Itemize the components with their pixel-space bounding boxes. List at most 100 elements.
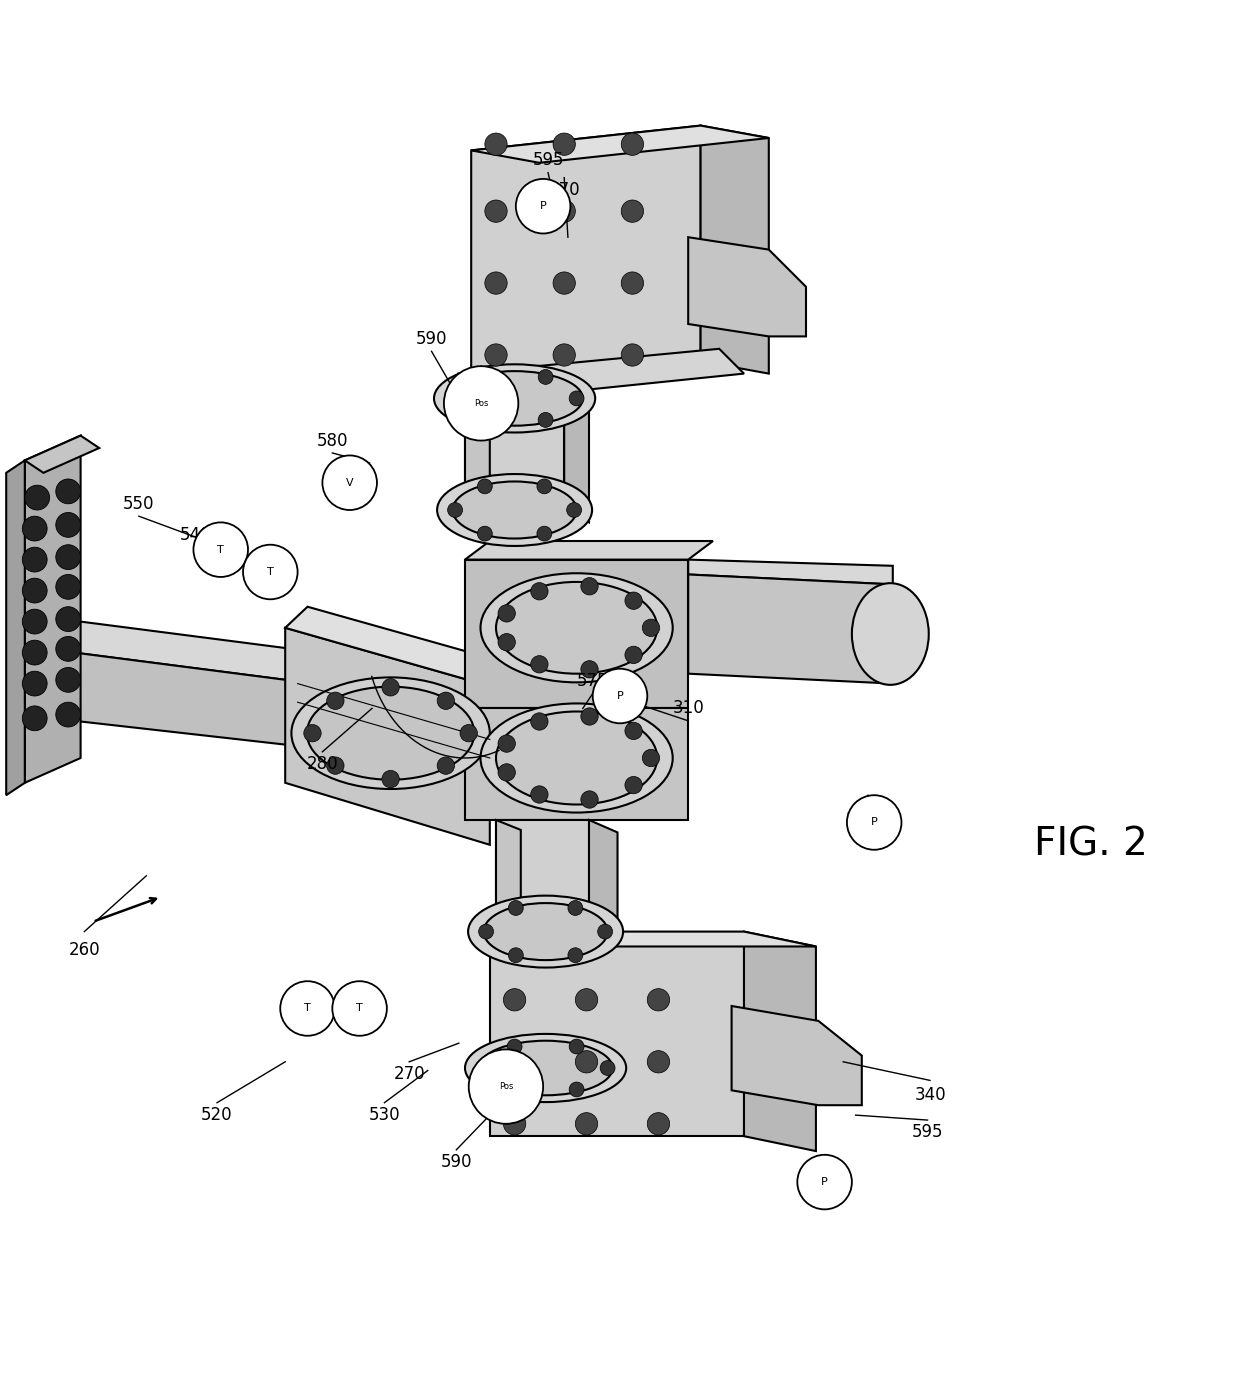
Circle shape — [553, 200, 575, 223]
Circle shape — [580, 661, 598, 678]
Circle shape — [382, 679, 399, 696]
Ellipse shape — [308, 686, 474, 780]
Circle shape — [56, 636, 81, 661]
Polygon shape — [465, 398, 564, 509]
Circle shape — [448, 503, 463, 518]
Circle shape — [507, 1082, 522, 1097]
Circle shape — [498, 764, 516, 781]
Polygon shape — [496, 820, 589, 931]
Circle shape — [476, 369, 491, 384]
Circle shape — [22, 578, 47, 603]
Polygon shape — [496, 820, 521, 941]
Polygon shape — [298, 653, 508, 724]
Polygon shape — [6, 461, 25, 795]
Circle shape — [569, 1038, 584, 1054]
Text: 530: 530 — [368, 1107, 401, 1125]
Circle shape — [537, 479, 552, 494]
Text: 340: 340 — [914, 1086, 946, 1104]
Circle shape — [569, 391, 584, 406]
Circle shape — [647, 1112, 670, 1134]
Circle shape — [537, 526, 552, 541]
Ellipse shape — [467, 895, 624, 967]
Ellipse shape — [291, 678, 490, 789]
Text: 560: 560 — [846, 812, 878, 830]
Circle shape — [322, 455, 377, 509]
Circle shape — [575, 1112, 598, 1134]
Text: 540: 540 — [180, 526, 212, 544]
Polygon shape — [688, 560, 893, 585]
Polygon shape — [25, 436, 81, 782]
Text: 575: 575 — [577, 672, 609, 690]
Circle shape — [498, 604, 516, 622]
Circle shape — [621, 200, 644, 223]
Polygon shape — [465, 398, 490, 521]
Circle shape — [503, 988, 526, 1011]
Text: P: P — [870, 817, 878, 827]
Polygon shape — [589, 820, 618, 944]
Circle shape — [22, 706, 47, 731]
Circle shape — [580, 578, 598, 594]
Circle shape — [243, 544, 298, 600]
Circle shape — [304, 724, 321, 742]
Ellipse shape — [453, 482, 577, 539]
Text: P: P — [616, 690, 624, 702]
Polygon shape — [471, 125, 769, 163]
Circle shape — [445, 391, 460, 406]
Polygon shape — [465, 560, 688, 709]
Circle shape — [326, 757, 343, 774]
Circle shape — [56, 702, 81, 727]
Circle shape — [538, 412, 553, 427]
Circle shape — [56, 575, 81, 600]
Polygon shape — [74, 653, 459, 764]
Polygon shape — [732, 1006, 862, 1105]
Circle shape — [642, 619, 660, 636]
Circle shape — [498, 633, 516, 651]
Circle shape — [22, 640, 47, 665]
Circle shape — [56, 668, 81, 692]
Circle shape — [469, 1050, 543, 1123]
Circle shape — [568, 901, 583, 916]
Polygon shape — [459, 373, 477, 423]
Ellipse shape — [465, 1034, 626, 1102]
Polygon shape — [490, 931, 816, 947]
Text: 260: 260 — [68, 941, 100, 959]
Polygon shape — [688, 237, 806, 337]
Polygon shape — [465, 541, 713, 560]
Text: 310: 310 — [672, 699, 704, 717]
Polygon shape — [688, 575, 893, 683]
Circle shape — [580, 791, 598, 809]
Circle shape — [476, 1061, 491, 1076]
Polygon shape — [285, 628, 490, 845]
Polygon shape — [564, 398, 589, 522]
Circle shape — [553, 271, 575, 294]
Circle shape — [598, 924, 613, 940]
Circle shape — [477, 479, 492, 494]
Text: Pos: Pos — [474, 400, 489, 408]
Circle shape — [847, 795, 901, 849]
Circle shape — [485, 200, 507, 223]
Text: P: P — [821, 1178, 828, 1187]
Circle shape — [625, 592, 642, 610]
Text: T: T — [217, 544, 224, 554]
Ellipse shape — [479, 1041, 613, 1096]
Text: P: P — [539, 202, 547, 212]
Polygon shape — [465, 709, 688, 820]
Polygon shape — [285, 607, 515, 686]
Circle shape — [503, 1051, 526, 1073]
Circle shape — [477, 526, 492, 541]
Circle shape — [498, 735, 516, 752]
Circle shape — [553, 134, 575, 156]
Text: 370: 370 — [548, 181, 580, 199]
Text: 270: 270 — [393, 1065, 425, 1083]
Text: 580: 580 — [316, 432, 348, 450]
Circle shape — [56, 512, 81, 537]
Circle shape — [575, 988, 598, 1011]
Circle shape — [568, 948, 583, 963]
Circle shape — [56, 607, 81, 632]
Circle shape — [479, 924, 494, 940]
Circle shape — [569, 1082, 584, 1097]
Text: 595: 595 — [911, 1123, 944, 1141]
Circle shape — [531, 583, 548, 600]
Circle shape — [531, 786, 548, 803]
Circle shape — [503, 1112, 526, 1134]
